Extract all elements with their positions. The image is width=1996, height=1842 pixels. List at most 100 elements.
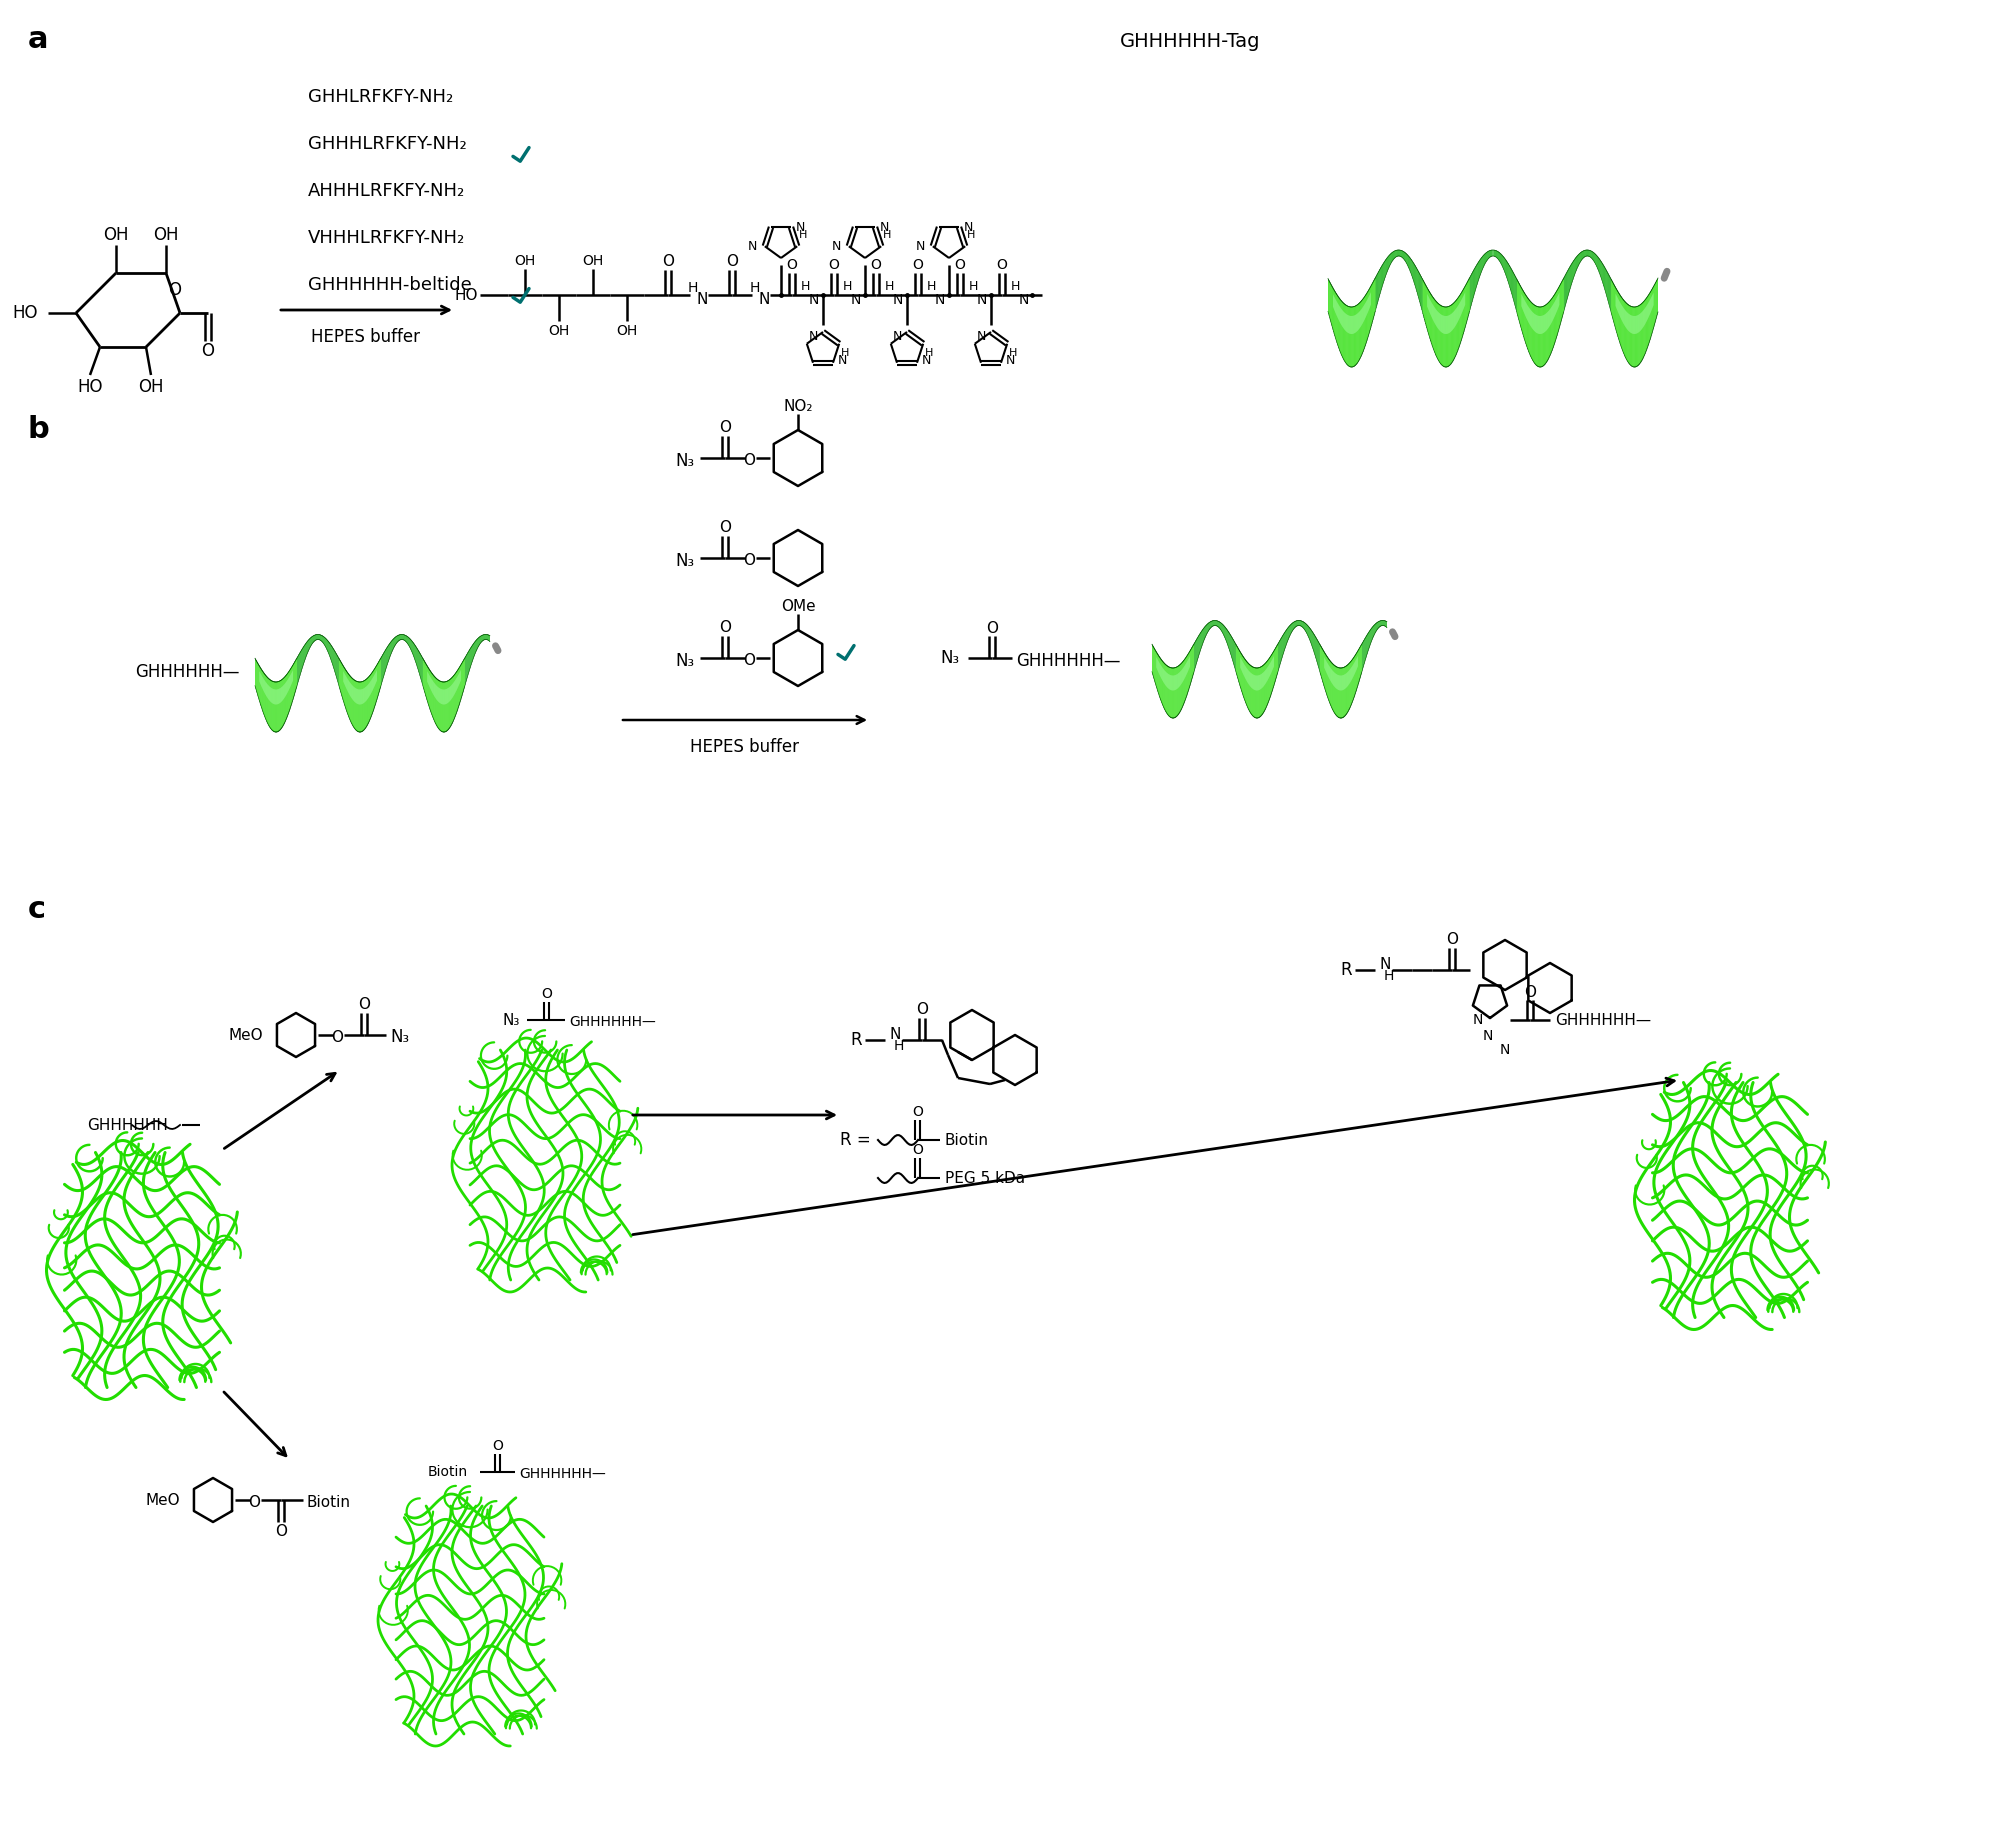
Text: O: O (168, 282, 182, 298)
Text: H: H (968, 280, 978, 293)
Text: N: N (964, 221, 974, 234)
Text: O: O (912, 1105, 924, 1118)
Text: H: H (1383, 969, 1393, 984)
Text: N: N (892, 293, 904, 308)
Text: N: N (1501, 1043, 1511, 1057)
Text: O: O (1525, 984, 1537, 1000)
Text: H: H (798, 230, 806, 239)
Text: N: N (976, 293, 988, 308)
Text: NO₂: NO₂ (782, 398, 812, 413)
Text: GHHHHHH-Tag: GHHHHHH-Tag (1120, 31, 1261, 52)
Text: H: H (1010, 280, 1020, 293)
Text: GHHLRFKFY-NH₂: GHHLRFKFY-NH₂ (307, 88, 453, 107)
Text: N: N (838, 354, 848, 367)
Text: N: N (916, 239, 924, 252)
Text: a: a (28, 26, 48, 53)
Text: GHHHLRFKFY-NH₂: GHHHLRFKFY-NH₂ (307, 134, 467, 153)
Text: O: O (202, 343, 214, 359)
Text: O: O (743, 553, 754, 567)
Text: O: O (828, 258, 840, 273)
Text: HO: HO (78, 378, 102, 396)
Text: OH: OH (515, 254, 535, 267)
Text: N₃: N₃ (677, 553, 695, 569)
Text: GHHHHHH—: GHHHHHH— (136, 663, 240, 682)
Text: H: H (924, 348, 934, 357)
Text: N: N (697, 293, 709, 308)
Text: OH: OH (154, 227, 180, 243)
Text: H: H (926, 280, 936, 293)
Text: H: H (750, 282, 760, 295)
Text: N: N (1379, 956, 1391, 971)
Text: R: R (1339, 962, 1351, 978)
Text: MeO: MeO (228, 1028, 263, 1043)
Text: O: O (954, 258, 966, 273)
Text: O: O (493, 1439, 503, 1453)
Text: GHHHHHH: GHHHHHH (88, 1118, 168, 1133)
Text: H: H (966, 230, 976, 239)
Text: O: O (719, 519, 731, 534)
Text: N₃: N₃ (503, 1013, 521, 1028)
Text: OH: OH (104, 227, 130, 243)
Text: H: H (882, 230, 890, 239)
Text: Biotin: Biotin (307, 1494, 351, 1509)
Text: N: N (1006, 354, 1016, 367)
Text: O: O (331, 1030, 343, 1044)
Text: N: N (796, 221, 804, 234)
Text: O: O (541, 987, 553, 1000)
Text: O: O (870, 258, 882, 273)
Text: OH: OH (583, 254, 603, 267)
Text: N: N (922, 354, 932, 367)
Text: O: O (986, 621, 998, 635)
Text: O: O (786, 258, 798, 273)
Text: H: H (894, 1039, 904, 1054)
Text: c: c (28, 895, 46, 925)
Text: Biotin: Biotin (944, 1133, 988, 1148)
Text: N: N (892, 330, 902, 343)
Text: O: O (719, 420, 731, 435)
Text: HO: HO (455, 287, 477, 302)
Text: HO: HO (12, 304, 38, 322)
Text: N: N (890, 1026, 902, 1041)
Text: N₃: N₃ (677, 652, 695, 670)
Text: O: O (996, 258, 1008, 273)
Text: N: N (850, 293, 862, 308)
Text: OH: OH (549, 324, 569, 337)
Text: H: H (842, 280, 852, 293)
Text: GHHHHHH—: GHHHHHH— (1016, 652, 1120, 670)
Text: N: N (808, 330, 818, 343)
Text: N: N (934, 293, 946, 308)
Text: OH: OH (138, 378, 164, 396)
Text: VHHHLRFKFY-NH₂: VHHHLRFKFY-NH₂ (307, 228, 465, 247)
Text: H: H (689, 282, 699, 295)
Text: N₃: N₃ (389, 1028, 409, 1046)
Text: GHHHHHH—: GHHHHHH— (519, 1466, 605, 1481)
Text: N: N (1020, 293, 1030, 308)
Text: b: b (28, 414, 50, 444)
Text: HEPES buffer: HEPES buffer (691, 739, 800, 755)
Text: N: N (1473, 1013, 1483, 1028)
Text: OH: OH (617, 324, 637, 337)
Text: O: O (357, 997, 369, 1011)
Text: O: O (916, 1002, 928, 1017)
Text: O: O (1445, 932, 1457, 947)
Text: GHHHHHH—: GHHHHHH— (569, 1015, 657, 1030)
Text: GHHHHHH-beltide: GHHHHHH-beltide (307, 276, 471, 295)
Text: N: N (758, 293, 770, 308)
Text: R =: R = (840, 1131, 870, 1149)
Text: O: O (719, 619, 731, 634)
Text: H: H (1008, 348, 1018, 357)
Text: H: H (884, 280, 894, 293)
Text: O: O (727, 254, 739, 269)
Text: N: N (880, 221, 890, 234)
Text: N: N (808, 293, 820, 308)
Text: AHHHLRFKFY-NH₂: AHHHLRFKFY-NH₂ (307, 182, 465, 201)
Text: N: N (747, 239, 756, 252)
Text: N₃: N₃ (940, 648, 960, 667)
Text: Biotin: Biotin (427, 1464, 469, 1479)
Text: N: N (976, 330, 986, 343)
Text: H: H (840, 348, 848, 357)
Text: MeO: MeO (146, 1492, 180, 1507)
Text: R: R (850, 1032, 862, 1048)
Text: O: O (743, 453, 754, 468)
Text: PEG 5 kDa: PEG 5 kDa (944, 1170, 1026, 1186)
